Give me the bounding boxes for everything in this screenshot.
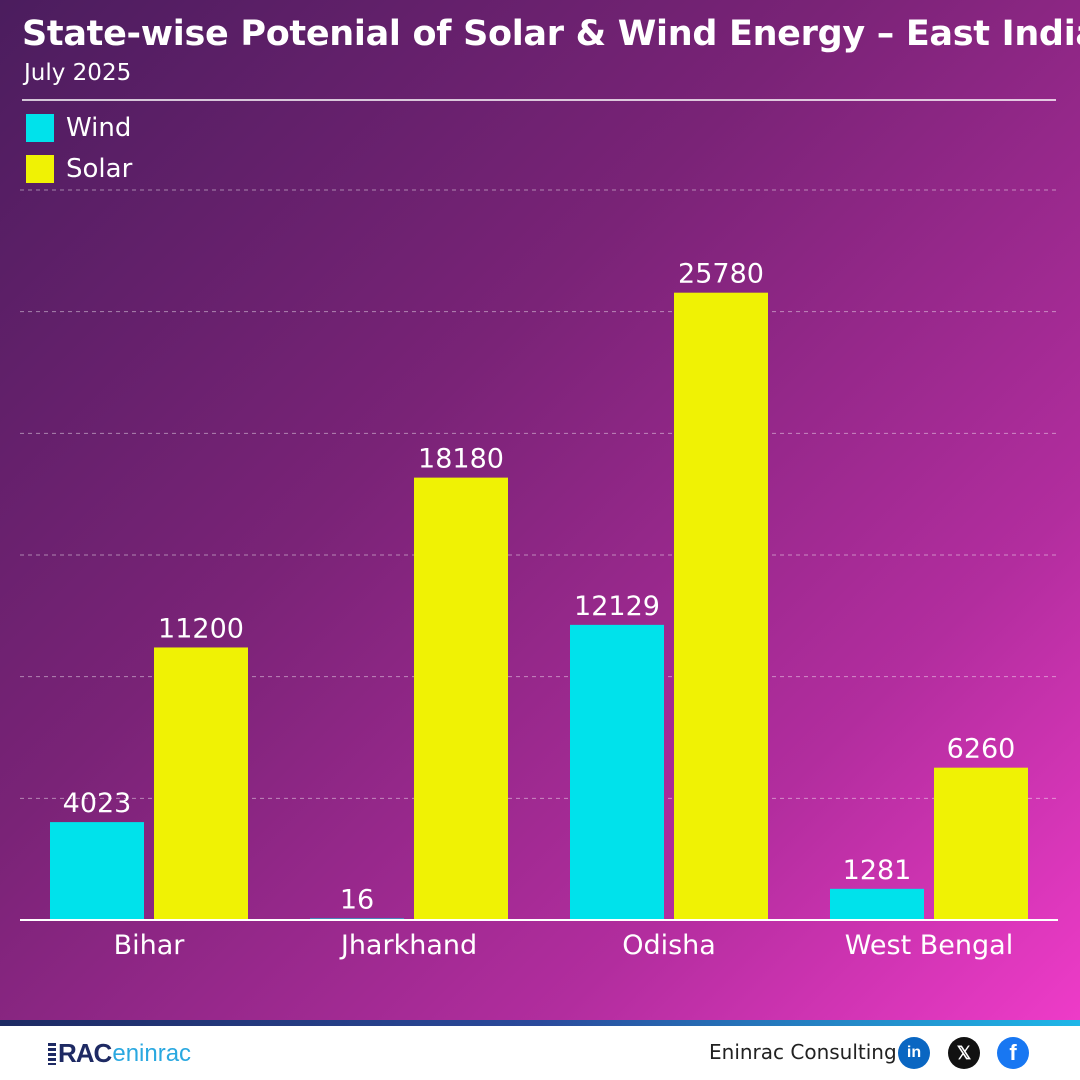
eninrac-logo: RAC eninrac <box>48 1038 191 1069</box>
footer: RAC eninrac Eninrac Consulting in 𝕏 f <box>0 1026 1080 1080</box>
bar-solar-west-bengal <box>934 767 1028 920</box>
linkedin-icon[interactable]: in <box>898 1037 930 1069</box>
logo-rac-text: RAC <box>58 1038 112 1068</box>
chart-subtitle: July 2025 <box>24 60 132 86</box>
data-label: 18180 <box>418 444 504 475</box>
data-label: 16 <box>340 885 374 916</box>
bar-solar-bihar <box>154 647 248 920</box>
footer-accent-strip <box>0 1020 1080 1026</box>
x-tick-label: West Bengal <box>845 930 1013 961</box>
chart-panel: State-wise Potenial of Solar & Wind Ener… <box>0 0 1080 1020</box>
company-name: Eninrac Consulting <box>709 1040 897 1064</box>
legend-label-wind: Wind <box>66 113 132 143</box>
legend-item-wind: Wind <box>26 113 131 143</box>
logo-brand-text: eninrac <box>112 1039 192 1067</box>
bar-solar-jharkhand <box>414 477 508 920</box>
legend-label-solar: Solar <box>66 154 133 184</box>
facebook-icon[interactable]: f <box>997 1037 1029 1069</box>
x-icon[interactable]: 𝕏 <box>948 1037 980 1069</box>
legend-swatch-wind <box>26 114 54 142</box>
data-label: 12129 <box>574 591 660 622</box>
bar-wind-odisha <box>570 624 664 920</box>
chart-title: State-wise Potenial of Solar & Wind Ener… <box>22 14 1080 54</box>
legend-item-solar: Solar <box>26 154 132 184</box>
x-tick-label: Jharkhand <box>339 930 477 961</box>
x-tick-label: Odisha <box>622 930 716 961</box>
bar-wind-bihar <box>50 822 144 920</box>
logo-mark-icon <box>48 1042 56 1065</box>
bar-wind-west-bengal <box>830 888 924 920</box>
data-label: 4023 <box>63 788 132 819</box>
x-tick-label: Bihar <box>114 930 186 961</box>
title-divider <box>22 99 1056 101</box>
data-label: 11200 <box>158 613 244 644</box>
data-label: 25780 <box>678 259 764 290</box>
legend-swatch-solar <box>26 155 54 183</box>
data-label: 1281 <box>843 855 912 886</box>
bar-solar-odisha <box>674 292 768 921</box>
bar-chart: 4023 11200 Bihar 16 18180 Jharkhand 12129 25780… <box>50 259 1028 961</box>
data-label: 6260 <box>947 734 1016 765</box>
